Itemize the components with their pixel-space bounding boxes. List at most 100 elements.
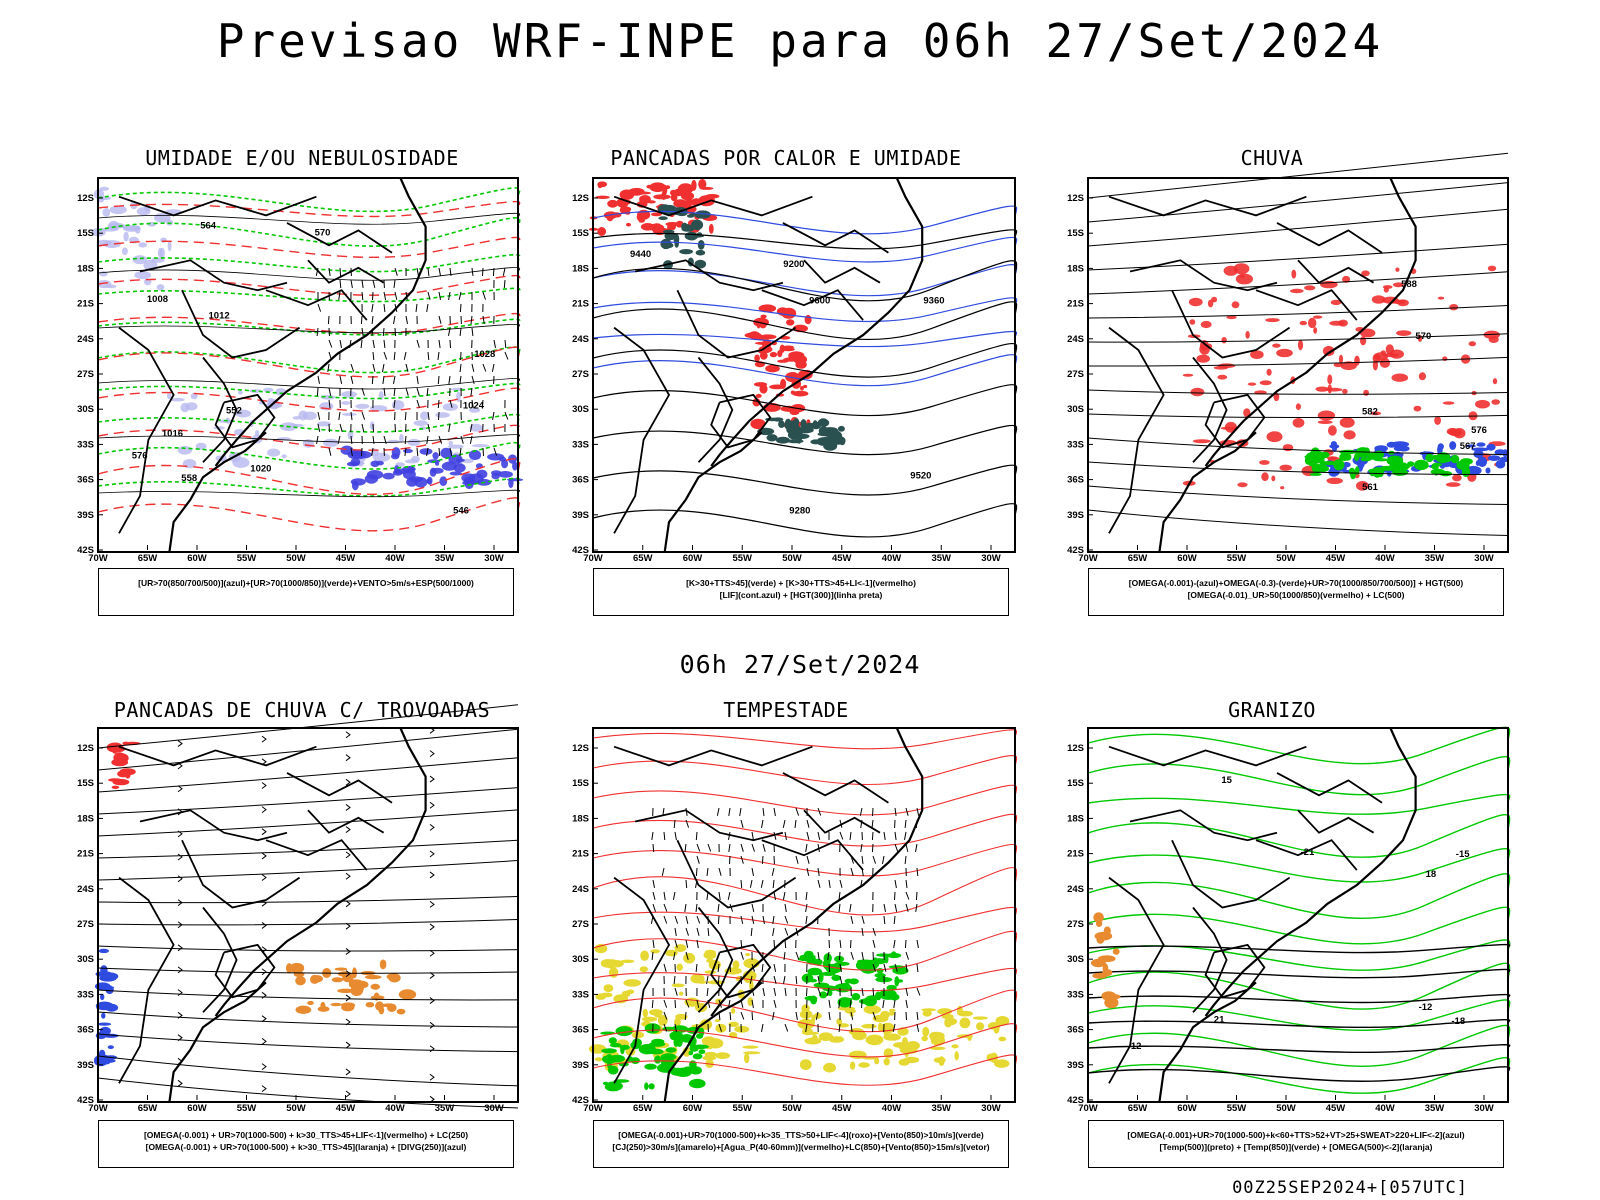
shaded-area bbox=[604, 1082, 622, 1092]
lon-tick-label: 60W bbox=[1177, 1103, 1197, 1114]
lat-tick-label: 36S bbox=[77, 1025, 94, 1036]
lat-tick-label: 42S bbox=[572, 545, 589, 556]
streamline bbox=[97, 918, 519, 926]
wind-vector bbox=[684, 1011, 687, 1021]
wind-vector bbox=[661, 867, 665, 876]
shaded-area bbox=[469, 423, 483, 432]
wind-vector bbox=[482, 447, 484, 457]
shaded-area bbox=[769, 384, 786, 390]
wind-vector bbox=[773, 831, 777, 840]
wind-vector bbox=[415, 303, 418, 312]
country-border bbox=[676, 839, 797, 909]
contour-line bbox=[1087, 873, 1511, 920]
contour-label: 18 bbox=[1426, 869, 1437, 880]
shaded-area bbox=[691, 179, 697, 191]
contour-label: 1024 bbox=[463, 401, 485, 412]
contour-line bbox=[97, 312, 521, 334]
wind-vector bbox=[815, 1011, 819, 1020]
streamline-arrow bbox=[261, 1085, 267, 1093]
shaded-area bbox=[441, 461, 457, 471]
contour-line bbox=[592, 464, 1018, 496]
shaded-area bbox=[429, 467, 437, 477]
shaded-area bbox=[1299, 320, 1307, 326]
legend-line: [OMEGA(-0.01)_UR>50(1000/850)(vermelho) … bbox=[1187, 590, 1405, 600]
wind-vector bbox=[728, 843, 731, 852]
wind-vector bbox=[696, 999, 700, 1008]
shaded-area bbox=[638, 1044, 656, 1055]
shaded-area bbox=[837, 1023, 850, 1028]
shaded-area bbox=[626, 989, 635, 995]
streamline bbox=[97, 945, 519, 952]
wind-vector bbox=[459, 447, 462, 456]
shaded-area bbox=[817, 437, 834, 444]
shaded-area bbox=[413, 420, 428, 426]
wind-vector bbox=[751, 867, 754, 876]
shaded-area bbox=[364, 474, 379, 484]
shaded-area bbox=[1207, 299, 1214, 308]
contour-line bbox=[592, 755, 1018, 786]
lon-tick-label: 45W bbox=[1326, 553, 1346, 564]
wind-vector bbox=[393, 387, 396, 396]
wind-vector bbox=[717, 975, 720, 985]
shaded-area bbox=[1305, 451, 1320, 463]
shaded-area bbox=[669, 1031, 683, 1039]
lat-tick-label: 18S bbox=[1067, 813, 1084, 824]
wind-vector bbox=[706, 891, 709, 900]
shaded-area bbox=[1340, 361, 1357, 371]
shaded-area bbox=[1245, 331, 1250, 339]
wind-vector bbox=[695, 903, 698, 912]
wind-vector bbox=[795, 807, 800, 816]
map-frame bbox=[592, 177, 1016, 553]
shaded-area bbox=[728, 1021, 739, 1027]
wind-vector bbox=[674, 999, 676, 1009]
shaded-area bbox=[793, 418, 800, 427]
shaded-area bbox=[732, 960, 740, 970]
shaded-area bbox=[891, 951, 897, 956]
legend-line: [OMEGA(-0.001)-(azul)+OMEGA(-0.3)-(verde… bbox=[1128, 578, 1464, 588]
lat-tick-label: 15S bbox=[1067, 778, 1084, 789]
wind-vector bbox=[740, 855, 744, 864]
shaded-area bbox=[337, 988, 355, 993]
lon-tick-label: 50W bbox=[286, 1103, 306, 1114]
shaded-area bbox=[874, 1058, 880, 1065]
coastline bbox=[1158, 431, 1257, 553]
wind-vector bbox=[317, 303, 322, 312]
wind-vector bbox=[717, 915, 720, 925]
shaded-area bbox=[348, 980, 357, 989]
streamline-arrow bbox=[261, 852, 267, 860]
streamline-arrow bbox=[177, 875, 183, 883]
shaded-area bbox=[1309, 472, 1322, 476]
wind-vector bbox=[828, 879, 831, 888]
lat-tick-label: 42S bbox=[77, 545, 94, 556]
shaded-area bbox=[1343, 453, 1352, 461]
country-border bbox=[181, 289, 301, 359]
wind-vector bbox=[652, 939, 655, 948]
shaded-area bbox=[797, 956, 815, 962]
shaded-area bbox=[263, 387, 274, 393]
shaded-area bbox=[1329, 320, 1345, 326]
lon-tick-label: 35W bbox=[931, 553, 951, 564]
shaded-area bbox=[1312, 315, 1323, 319]
shaded-area bbox=[1292, 418, 1305, 428]
shaded-area bbox=[665, 1047, 677, 1053]
country-border bbox=[1192, 906, 1228, 1013]
shaded-area bbox=[1499, 456, 1509, 463]
wind-vector bbox=[882, 855, 885, 864]
wind-vector bbox=[882, 999, 885, 1008]
shaded-area bbox=[1221, 337, 1227, 344]
wind-vector bbox=[773, 939, 775, 949]
shaded-area bbox=[103, 240, 121, 249]
wind-vector bbox=[740, 879, 743, 889]
wind-vector bbox=[684, 843, 687, 852]
shaded-area bbox=[921, 1008, 937, 1012]
country-border bbox=[118, 876, 175, 1084]
shaded-area bbox=[698, 1049, 706, 1055]
lon-tick-label: 55W bbox=[732, 553, 752, 564]
streamline-arrow bbox=[345, 970, 351, 977]
wind-vector bbox=[782, 891, 786, 900]
shaded-area bbox=[608, 967, 619, 978]
streamline-arrow bbox=[177, 899, 183, 906]
shaded-area bbox=[744, 1053, 750, 1064]
shaded-area bbox=[1448, 428, 1463, 437]
country-border bbox=[139, 259, 288, 292]
